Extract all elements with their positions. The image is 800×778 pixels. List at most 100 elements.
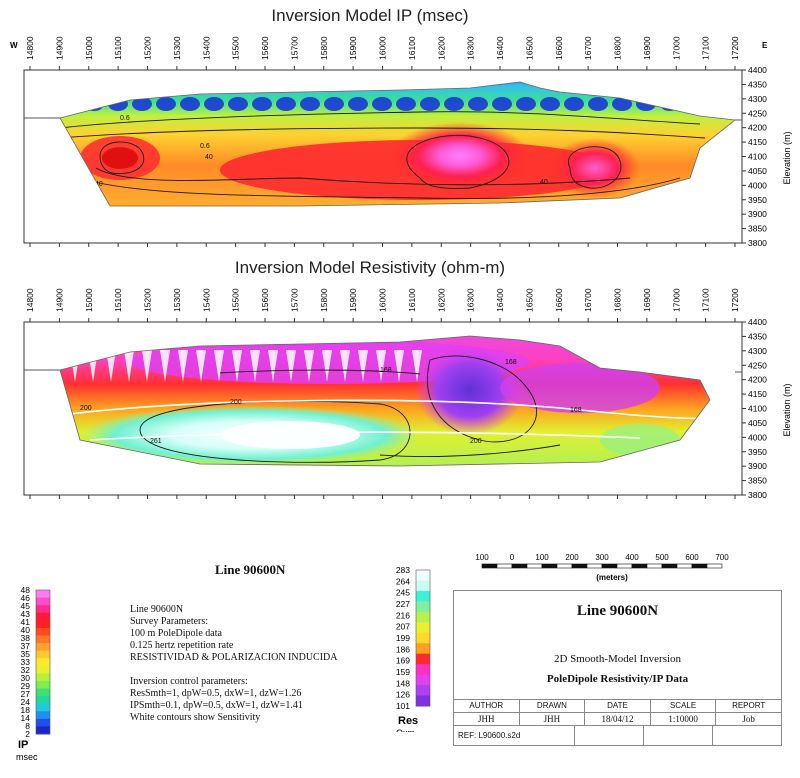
ip-surface-low bbox=[612, 97, 632, 111]
res-contour-label: 200 bbox=[230, 399, 242, 406]
legend-swatch bbox=[36, 703, 50, 712]
legend-value: 29 bbox=[21, 681, 31, 691]
y-tick-label: 4200 bbox=[748, 375, 767, 385]
scale-label: 400 bbox=[625, 553, 639, 562]
ip-surface-low bbox=[60, 97, 80, 111]
legend-value: 30 bbox=[21, 673, 31, 683]
res-surface-spike bbox=[286, 350, 296, 382]
scale-label: 700 bbox=[715, 553, 729, 562]
parameter-line bbox=[130, 664, 338, 676]
y-tick-label: 3850 bbox=[748, 224, 767, 234]
res-contour-line bbox=[219, 369, 421, 375]
x-tick-label: 17200 bbox=[730, 36, 740, 60]
x-tick-label: 15000 bbox=[84, 288, 94, 312]
legend-value: 48 bbox=[21, 585, 31, 595]
legend-value: 33 bbox=[21, 657, 31, 667]
x-tick-label: 16700 bbox=[583, 36, 593, 60]
scale-segment bbox=[481, 563, 498, 569]
legend-swatch bbox=[36, 590, 50, 599]
parameter-line: 100 m PoleDipole data bbox=[130, 628, 222, 639]
legend-value: 18 bbox=[21, 705, 31, 715]
legend-value: 14 bbox=[21, 713, 31, 723]
west-label: W bbox=[10, 41, 18, 50]
x-tick-label: 16500 bbox=[524, 36, 534, 60]
scale-label: 100 bbox=[475, 553, 489, 562]
ip-contour-line bbox=[95, 167, 631, 186]
res-resistor-core bbox=[220, 421, 360, 449]
y-tick-label: 4350 bbox=[748, 331, 767, 341]
x-tick-label: 16300 bbox=[466, 36, 476, 60]
legend-swatch bbox=[416, 601, 430, 613]
legend-value: 245 bbox=[396, 588, 410, 598]
ip-contour-line bbox=[99, 141, 145, 175]
legend-swatch bbox=[36, 680, 50, 690]
legend-value: 199 bbox=[396, 633, 410, 643]
x-tick-label: 15200 bbox=[143, 288, 153, 312]
line-heading: Line 90600N bbox=[215, 562, 286, 577]
parameter-line: ResSmth=1, dpW=0.5, dxW=1, dzW=1.26 bbox=[130, 688, 302, 699]
scale-label: 500 bbox=[655, 553, 669, 562]
res-surface-spike bbox=[196, 350, 206, 382]
y-tick-label: 3850 bbox=[748, 476, 767, 486]
ip-surface-low bbox=[228, 97, 248, 111]
res-panel-title: Inversion Model Resistivity (ohm-m) bbox=[234, 258, 506, 277]
res-surface-spike bbox=[142, 350, 152, 382]
title-block-subtitle-2: PoleDipole Resistivity/IP Data bbox=[546, 673, 689, 685]
title-block-title: Line 90600N bbox=[576, 603, 659, 619]
ip-surface-low bbox=[108, 97, 128, 111]
legend-swatch bbox=[36, 696, 50, 705]
legend-swatch bbox=[416, 695, 430, 707]
title-block-value: Job bbox=[742, 714, 755, 724]
res-contour-label: 261 bbox=[150, 438, 162, 445]
title-block-header: REPORT bbox=[732, 701, 766, 710]
legend-swatch bbox=[36, 726, 50, 735]
res-surface-spike bbox=[394, 350, 404, 382]
ip-surface-low bbox=[396, 97, 416, 111]
x-tick-label: 14900 bbox=[54, 288, 64, 312]
legend-swatch bbox=[416, 632, 430, 644]
parameter-line: Survey Parameters: bbox=[130, 616, 209, 627]
x-tick-label: 16000 bbox=[378, 36, 388, 60]
resistivity-section-chart: 14800 14900 15000 15100 15200 15300 15400 15500… bbox=[23, 288, 792, 500]
parameter-line: IPSmth=0.1, dpW=0.5, dxW=1, dzW=1.41 bbox=[130, 700, 303, 711]
y-tick-label: 4250 bbox=[748, 360, 767, 370]
x-tick-label: 15100 bbox=[113, 36, 123, 60]
legend-value: 32 bbox=[21, 665, 31, 675]
ip-surface-low bbox=[204, 97, 224, 111]
x-tick-label: 16800 bbox=[613, 36, 623, 60]
legend-swatch bbox=[36, 643, 50, 652]
x-tick-label: 16100 bbox=[407, 36, 417, 60]
ip-contour-label: 0.6 bbox=[120, 115, 130, 122]
legend-swatch bbox=[416, 590, 430, 602]
x-tick-label: 15100 bbox=[113, 288, 123, 312]
scale-label: 600 bbox=[685, 553, 699, 562]
ip-contour-line bbox=[60, 111, 701, 129]
legend-swatch bbox=[36, 597, 50, 606]
y-tick-label: 4150 bbox=[748, 389, 767, 399]
scale-segment bbox=[646, 563, 663, 569]
res-contour-label: 168 bbox=[570, 407, 582, 414]
scale-segment bbox=[511, 563, 528, 569]
x-tick-label: 15500 bbox=[231, 36, 241, 60]
res-contour-label: 168 bbox=[380, 367, 392, 374]
legend-swatch bbox=[416, 685, 430, 697]
res-surface-spike bbox=[250, 350, 260, 382]
ip-panel-title: Inversion Model IP (msec) bbox=[271, 6, 469, 25]
legend-swatch bbox=[36, 673, 50, 682]
x-tick-label: 16200 bbox=[436, 288, 446, 312]
title-block-ref: REF: L90600.s2d bbox=[454, 726, 575, 746]
scale-segment bbox=[556, 563, 573, 569]
legend-swatch bbox=[36, 635, 50, 644]
legend-swatch bbox=[416, 580, 430, 592]
legend-swatch bbox=[36, 665, 50, 674]
res-section-outline bbox=[59, 335, 711, 467]
res-surface-spike bbox=[268, 350, 278, 382]
y-tick-label: 4400 bbox=[748, 317, 767, 327]
res-surface-spike bbox=[214, 350, 224, 382]
parameter-line: RESISTIVIDAD & POLARIZACION INDUCIDA bbox=[130, 652, 338, 663]
survey-parameters: Line 90600N Survey Parameters: 100 m PoleD… bbox=[130, 604, 338, 724]
legend-swatch bbox=[36, 620, 50, 629]
ip-contour-label: 40 bbox=[540, 179, 548, 186]
x-tick-label: 14800 bbox=[25, 36, 35, 60]
legend-swatch bbox=[36, 627, 50, 636]
